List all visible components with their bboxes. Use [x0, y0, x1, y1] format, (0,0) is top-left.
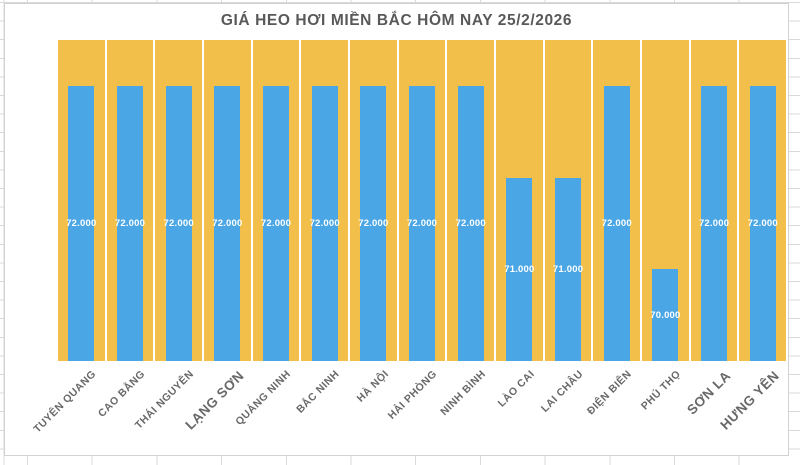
category-slot: 72.000	[203, 40, 252, 361]
x-axis-tick: QUẢNG NINH	[234, 361, 301, 457]
bar-value-label: 72.000	[114, 217, 146, 229]
x-axis-tick: ĐIỆN BIÊN	[585, 361, 641, 457]
category-slot: 72.000	[690, 40, 739, 361]
value-bar: 72.000	[455, 85, 486, 361]
bar-value-label: 71.000	[504, 263, 535, 275]
bar-value-label: 72.000	[260, 217, 292, 229]
category-slot: 72.000	[592, 40, 641, 361]
x-axis-label: ĐIỆN BIÊN	[585, 368, 635, 418]
chart-frame[interactable]: GIÁ HEO HƠI MIỀN BẮC HÔM NAY 25/2/2026 7…	[4, 3, 789, 456]
value-bar: 72.000	[601, 85, 632, 361]
category-slot: 72.000	[300, 40, 349, 361]
category-slot: 71.000	[544, 40, 593, 361]
x-axis-tick: PHÚ THỌ	[638, 361, 690, 457]
bar-value-label: 72.000	[309, 217, 340, 229]
category-slot: 72.000	[154, 40, 203, 361]
x-axis-label: NINH BÌNH	[438, 368, 489, 419]
value-bar: 71.000	[552, 177, 584, 361]
bar-value-label: 72.000	[66, 217, 97, 229]
bar-value-label: 72.000	[358, 217, 389, 229]
category-slot: 71.000	[495, 40, 544, 361]
bar-value-label: 71.000	[552, 263, 584, 275]
x-axis-label: TUYÊN QUANG	[31, 368, 99, 436]
bar-value-label: 72.000	[698, 217, 730, 229]
value-bar: 72.000	[114, 85, 146, 361]
bar-value-label: 72.000	[747, 217, 778, 229]
value-bar: 72.000	[358, 85, 389, 361]
value-bar: 72.000	[66, 85, 97, 361]
bar-value-label: 72.000	[601, 217, 632, 229]
value-bar: 72.000	[406, 85, 438, 361]
x-axis-label: LAI CHÂU	[538, 368, 586, 415]
category-slot: 72.000	[57, 40, 106, 361]
x-axis-tick: BẮC NINH	[295, 361, 349, 457]
x-axis-label: LÀO CAI	[495, 368, 537, 410]
category-slot: 72.000	[446, 40, 495, 361]
value-bar: 70.000	[650, 269, 681, 361]
bar-value-label: 72.000	[455, 217, 486, 229]
category-slot: 72.000	[738, 40, 787, 361]
category-slot: 72.000	[252, 40, 301, 361]
value-bar: 72.000	[309, 85, 340, 361]
bar-value-label: 72.000	[406, 217, 438, 229]
category-slot: 72.000	[349, 40, 398, 361]
value-bar: 72.000	[698, 85, 730, 361]
bar-value-label: 72.000	[163, 217, 194, 229]
x-axis-tick: NINH BÌNH	[438, 361, 495, 457]
x-axis-label: HÀ NỘI	[354, 368, 391, 405]
value-bar: 72.000	[212, 85, 243, 361]
plot-area: 72.000 72.000 72.000 72.000 72.000 72.000 72.0…	[57, 40, 787, 361]
category-slot: 72.000	[106, 40, 155, 361]
chart-title: GIÁ HEO HƠI MIỀN BẮC HÔM NAY 25/2/2026	[220, 12, 573, 29]
value-bar: 72.000	[163, 85, 194, 361]
category-slot: 70.000	[641, 40, 690, 361]
bar-value-label: 72.000	[212, 217, 243, 229]
bar-value-label: 70.000	[650, 309, 681, 321]
value-bar: 71.000	[504, 177, 535, 361]
value-bar: 72.000	[747, 85, 778, 361]
x-axis-label: BẮC NINH	[294, 368, 343, 416]
x-axis: TUYÊN QUANG CAO BẰNG THÁI NGUYÊN LẠNG SƠN QU…	[32, 361, 787, 457]
x-axis-label: PHÚ THỌ	[638, 368, 683, 413]
category-slot: 72.000	[398, 40, 447, 361]
x-axis-tick: LÀO CAI	[495, 361, 544, 457]
x-axis-tick: HƯNG YÊN	[718, 361, 787, 457]
value-bar: 72.000	[260, 85, 292, 361]
x-axis-label: SƠN LA	[684, 368, 734, 418]
